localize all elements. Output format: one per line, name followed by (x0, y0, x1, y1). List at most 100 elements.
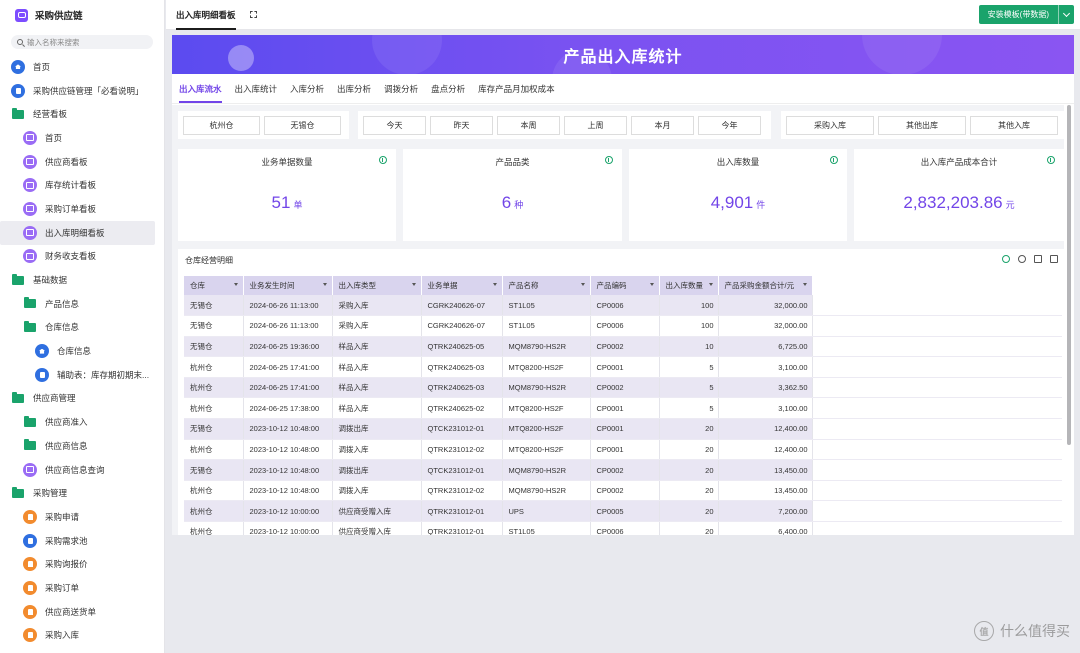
table-row[interactable]: 无锡仓 2023-10-12 10:48:00 调拨出库 QTCK231012-01 M… (184, 459, 1062, 481)
nav-item[interactable]: 供应商看板 (0, 150, 164, 174)
scrollbar[interactable] (1067, 105, 1071, 445)
filter-button[interactable]: 其他出库 (878, 115, 966, 135)
sort-icon[interactable] (233, 283, 238, 286)
kpi-value-wrap: 51 单 (178, 193, 396, 213)
sort-icon[interactable] (580, 283, 585, 286)
analysis-tab[interactable]: 入库分析 (290, 84, 325, 94)
column-header[interactable]: 出入库数量 (659, 276, 719, 295)
page-tab[interactable]: 出入库明细看板 (176, 0, 236, 30)
filter-button[interactable]: 今天 (363, 115, 426, 135)
banner: 产品出入库统计 (172, 35, 1074, 74)
sort-icon[interactable] (411, 283, 416, 286)
table-cell: 6,400.00 (718, 521, 813, 535)
column-header[interactable]: 产品采购金额合计/元 (718, 276, 813, 295)
filter-button[interactable]: 采购入库 (786, 115, 874, 135)
app-brand[interactable]: 采购供应链 (0, 0, 164, 30)
nav-item[interactable]: 出入库明细看板 (0, 220, 155, 245)
nav-item-label: 基础数据 (33, 275, 68, 286)
analysis-tab[interactable]: 库存产品月加权成本 (478, 84, 555, 94)
nav-item[interactable]: 基础数据 (0, 268, 164, 292)
fullscreen-icon[interactable] (1050, 255, 1058, 263)
filter-button[interactable]: 上周 (564, 115, 627, 135)
table-row[interactable]: 杭州仓 2023-10-12 10:00:00 供应商受赠入库 QTRK231012-… (184, 521, 1062, 535)
nav-item[interactable]: 首页 (0, 55, 164, 79)
install-template-label[interactable]: 安装模板(带数据) (979, 5, 1059, 24)
nav-item[interactable]: 辅助表：库存期初期末... (0, 363, 164, 387)
analysis-tab[interactable]: 出入库流水 (179, 83, 229, 103)
nav-item[interactable]: 供应商管理 (0, 387, 164, 411)
nav-item[interactable]: 供应商准入 (0, 410, 164, 434)
nav-item-label: 仓库信息 (57, 346, 92, 357)
info-icon[interactable] (605, 156, 613, 164)
column-header[interactable]: 产品名称 (502, 276, 591, 295)
sort-icon[interactable] (649, 283, 654, 286)
analysis-tab[interactable]: 调拨分析 (384, 84, 419, 94)
search-input[interactable]: 输入名称来搜索 (11, 35, 153, 49)
analysis-tab[interactable]: 出入库统计 (234, 84, 278, 94)
nav-item-label: 辅助表：库存期初期末... (57, 369, 150, 380)
nav-item[interactable]: 供应商送货单 (0, 600, 164, 624)
table-row[interactable]: 杭州仓 2023-10-12 10:48:00 调拨入库 QTRK231012-02 M… (184, 480, 1062, 502)
table-row[interactable]: 杭州仓 2024-06-25 17:41:00 样品入库 QTRK240625-03 M… (184, 356, 1062, 378)
table-row[interactable]: 杭州仓 2024-06-25 17:41:00 样品入库 QTRK240625-03 M… (184, 377, 1062, 399)
analysis-tab[interactable]: 盘点分析 (431, 84, 466, 94)
nav-item[interactable]: 供应商信息 (0, 434, 164, 458)
filter-button[interactable]: 本月 (631, 115, 694, 135)
nav-item[interactable]: 采购入库 (0, 624, 164, 648)
template-dropdown[interactable] (1059, 5, 1074, 24)
nav-item[interactable]: 采购订单 (0, 576, 164, 600)
sort-icon[interactable] (1034, 255, 1042, 263)
column-header[interactable]: 仓库 (184, 276, 244, 295)
nav-item[interactable]: 经营看板 (0, 102, 164, 126)
nav-item[interactable]: 供应商信息查询 (0, 458, 164, 482)
nav-item[interactable]: 产品信息 (0, 292, 164, 316)
filter-button[interactable]: 其他入库 (970, 115, 1058, 135)
nav-item[interactable]: 仓库信息 (0, 316, 164, 340)
info-icon[interactable] (379, 156, 387, 164)
sort-icon[interactable] (802, 283, 807, 286)
table-row[interactable]: 杭州仓 2023-10-12 10:48:00 调拨入库 QTRK231012-02 M… (184, 439, 1062, 461)
install-template-button[interactable]: 安装模板(带数据) (978, 5, 1074, 24)
sort-icon[interactable] (708, 283, 713, 286)
nav-item[interactable]: 采购订单看板 (0, 197, 164, 221)
nav-item[interactable]: 库存统计看板 (0, 173, 164, 197)
table-cell: 32,000.00 (718, 295, 813, 317)
filter-button[interactable]: 杭州仓 (183, 115, 260, 135)
nav-item-label: 供应商送货单 (45, 606, 97, 617)
filter-button[interactable]: 本周 (497, 115, 560, 135)
filter-button[interactable]: 无锡仓 (264, 115, 341, 135)
filter-button[interactable]: 昨天 (430, 115, 493, 135)
info-icon[interactable] (1047, 156, 1055, 164)
nav-item[interactable]: 采购申请 (0, 505, 164, 529)
column-header[interactable]: 业务单据 (421, 276, 503, 295)
column-header[interactable]: 出入库类型 (332, 276, 422, 295)
info-icon[interactable] (1002, 255, 1010, 263)
nav-item[interactable]: 采购管理 (0, 481, 164, 505)
nav-item[interactable]: 首页 (0, 126, 164, 150)
sort-icon[interactable] (492, 283, 497, 286)
nav-item[interactable]: 采购询报价 (0, 552, 164, 576)
nav-item[interactable]: 仓库信息 (0, 339, 164, 363)
analysis-tab[interactable]: 出库分析 (337, 84, 372, 94)
nav-item[interactable]: 采购供应链管理「必看说明」 (0, 79, 164, 103)
column-header[interactable]: 产品编码 (590, 276, 660, 295)
table-row[interactable]: 无锡仓 2024-06-26 11:13:00 采购入库 CGRK240626-07 S… (184, 295, 1062, 317)
sort-icon[interactable] (322, 283, 327, 286)
nav-item[interactable]: 采购需求池 (0, 529, 164, 553)
fullscreen-icon[interactable] (249, 11, 257, 18)
table-cell: 2023-10-12 10:00:00 (243, 521, 333, 535)
folder-icon (12, 273, 24, 285)
column-header[interactable]: 业务发生时间 (243, 276, 333, 295)
nav-item[interactable]: 财务收支看板 (0, 245, 164, 269)
info-icon[interactable] (830, 156, 838, 164)
table-row[interactable]: 无锡仓 2024-06-26 11:13:00 采购入库 CGRK240626-07 S… (184, 315, 1062, 337)
table-row[interactable]: 杭州仓 2023-10-12 10:00:00 供应商受赠入库 QTRK231012-… (184, 500, 1062, 523)
kpi-label: 出入库产品成本合计 (920, 157, 998, 167)
filter-button[interactable]: 今年 (698, 115, 761, 135)
table-row[interactable]: 无锡仓 2023-10-12 10:48:00 调拨出库 QTCK231012-01 M… (184, 418, 1062, 440)
table-cell: 无锡仓 (184, 459, 244, 481)
refresh-icon[interactable] (1018, 255, 1026, 263)
table-row[interactable]: 杭州仓 2024-06-25 17:38:00 样品入库 QTRK240625-02 M… (184, 397, 1062, 420)
table-row[interactable]: 无锡仓 2024-06-25 19:36:00 样品入库 QTRK240625-05 M… (184, 336, 1062, 358)
table-cell: 2024-06-25 19:36:00 (243, 336, 333, 358)
